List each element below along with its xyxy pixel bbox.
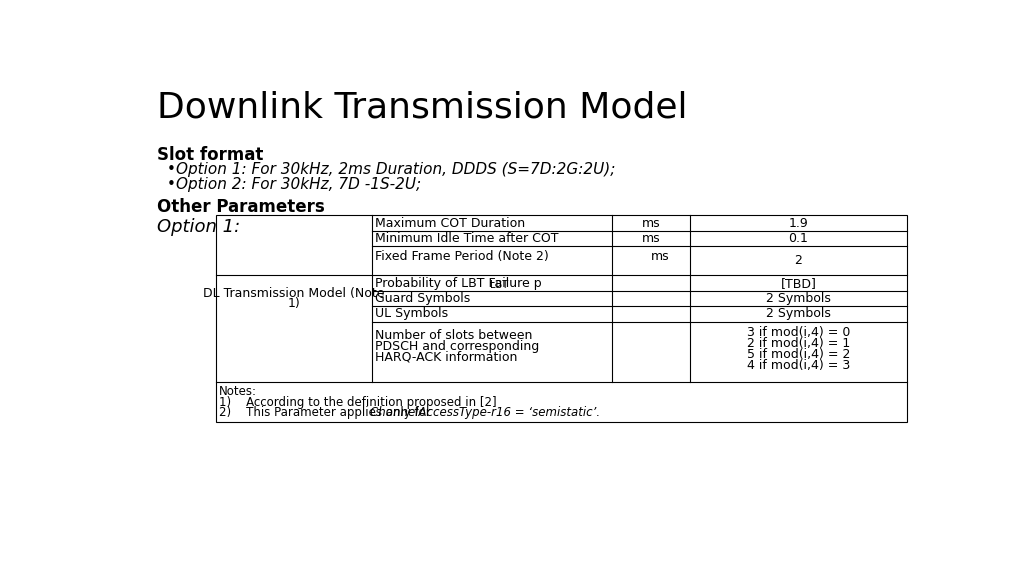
Text: Guard Symbols: Guard Symbols <box>375 292 470 305</box>
Text: 4 if mod(i,4) = 3: 4 if mod(i,4) = 3 <box>746 359 850 372</box>
Bar <box>216 215 907 422</box>
Text: Downlink Transmission Model: Downlink Transmission Model <box>158 90 688 124</box>
Text: Notes:: Notes: <box>219 385 257 398</box>
Text: Option 2: For 30kHz, 7D -1S-2U;: Option 2: For 30kHz, 7D -1S-2U; <box>176 177 421 192</box>
Text: Option 1:: Option 1: <box>158 218 241 237</box>
Text: 0.1: 0.1 <box>788 232 808 245</box>
Text: [TBD]: [TBD] <box>780 276 816 290</box>
Text: DL Transmission Model (Note: DL Transmission Model (Note <box>203 287 385 301</box>
Text: •: • <box>167 177 176 192</box>
Text: 1)    According to the definition proposed in [2]: 1) According to the definition proposed … <box>219 396 497 408</box>
Text: LBT: LBT <box>489 281 508 290</box>
Text: ms: ms <box>642 232 660 245</box>
Text: PDSCH and corresponding: PDSCH and corresponding <box>375 340 540 353</box>
Text: ms: ms <box>642 217 660 230</box>
Text: HARQ-ACK information: HARQ-ACK information <box>375 351 517 364</box>
Text: Fixed Frame Period (Note 2): Fixed Frame Period (Note 2) <box>375 250 549 263</box>
Text: ms: ms <box>651 250 670 263</box>
Text: 1.9: 1.9 <box>788 217 808 230</box>
Text: Minimum Idle Time after COT: Minimum Idle Time after COT <box>375 232 559 245</box>
Text: Number of slots between: Number of slots between <box>375 329 532 342</box>
Text: 2: 2 <box>795 255 803 267</box>
Text: •: • <box>167 161 176 176</box>
Text: 2)    This Parameter applies only for: 2) This Parameter applies only for <box>219 407 434 419</box>
Text: Other Parameters: Other Parameters <box>158 199 326 217</box>
Text: Maximum COT Duration: Maximum COT Duration <box>375 217 525 230</box>
Text: 2 Symbols: 2 Symbols <box>766 308 830 320</box>
Text: UL Symbols: UL Symbols <box>375 308 449 320</box>
Text: 2 Symbols: 2 Symbols <box>766 292 830 305</box>
Text: 5 if mod(i,4) = 2: 5 if mod(i,4) = 2 <box>746 348 850 361</box>
Text: ChannelAccessType-r16 = ‘semistatic’.: ChannelAccessType-r16 = ‘semistatic’. <box>370 407 600 419</box>
Text: 1): 1) <box>288 297 300 310</box>
Text: 2 if mod(i,4) = 1: 2 if mod(i,4) = 1 <box>746 337 850 350</box>
Text: Slot format: Slot format <box>158 146 264 164</box>
Text: Option 1: For 30kHz, 2ms Duration, DDDS (S=7D:2G:2U);: Option 1: For 30kHz, 2ms Duration, DDDS … <box>176 161 615 176</box>
Text: Probability of LBT Failure p: Probability of LBT Failure p <box>375 276 542 290</box>
Text: 3 if mod(i,4) = 0: 3 if mod(i,4) = 0 <box>746 326 850 339</box>
